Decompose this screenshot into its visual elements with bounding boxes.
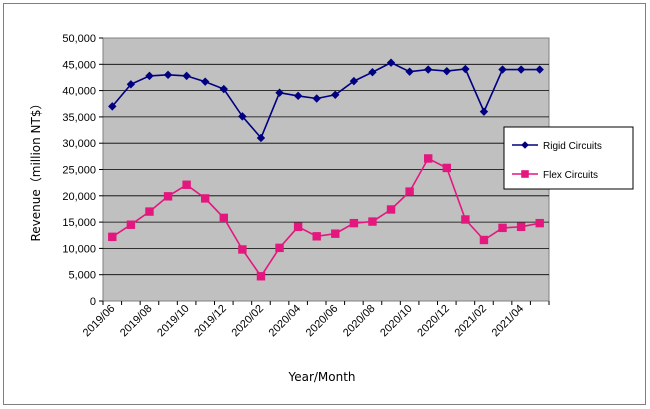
legend-marker xyxy=(521,170,529,178)
y-tick-label: 40,000 xyxy=(62,86,96,98)
y-tick-label: 25,000 xyxy=(62,165,96,177)
y-tick-label: 35,000 xyxy=(62,112,96,124)
data-point xyxy=(331,229,340,238)
x-tick-label: 2020/10 xyxy=(378,303,415,340)
data-point xyxy=(349,76,359,86)
data-point xyxy=(201,77,210,86)
data-point xyxy=(368,67,377,77)
data-point xyxy=(108,232,117,242)
data-point xyxy=(182,71,191,81)
data-point xyxy=(405,67,414,76)
data-point xyxy=(516,65,526,74)
y-tick-label: 0 xyxy=(90,296,96,308)
legend-box xyxy=(503,126,634,190)
data-point xyxy=(275,243,284,253)
y-axis-ticks: 0 5,000 10,000 15,000 20,000 25,000 30,000 35,0… xyxy=(62,33,103,308)
x-axis-title: Year/Month xyxy=(287,370,355,384)
data-point xyxy=(498,223,507,233)
x-tick-label: 2021/02 xyxy=(452,303,489,340)
data-point xyxy=(238,245,247,254)
series-markers xyxy=(108,58,544,281)
data-point xyxy=(479,235,489,245)
x-tick-label: 2019/08 xyxy=(118,303,155,340)
data-point xyxy=(182,180,191,189)
data-point xyxy=(145,207,154,216)
data-point xyxy=(163,70,173,80)
data-point xyxy=(479,107,489,116)
data-point xyxy=(293,222,303,232)
data-point xyxy=(461,64,470,74)
data-point xyxy=(256,272,266,281)
y-tick-label: 30,000 xyxy=(62,138,96,150)
x-tick-label: 2019/10 xyxy=(155,303,192,340)
x-tick-label: 2020/02 xyxy=(229,303,266,340)
data-point xyxy=(275,88,284,97)
y-tick-label: 15,000 xyxy=(62,217,96,229)
data-point xyxy=(368,217,377,226)
y-tick-label: 45,000 xyxy=(62,59,96,71)
data-point xyxy=(201,194,210,203)
data-point xyxy=(312,94,321,103)
y-tick-label: 5,000 xyxy=(68,270,96,282)
data-point xyxy=(108,102,117,111)
data-point xyxy=(498,65,507,74)
data-point xyxy=(256,133,266,143)
legend-label: Rigid Circuits xyxy=(543,141,602,152)
x-tick-label: 2019/06 xyxy=(81,303,118,340)
legend: Rigid Circuits Flex Circuits xyxy=(503,126,634,190)
data-point xyxy=(163,192,173,201)
data-point xyxy=(349,218,359,228)
data-point xyxy=(516,222,526,232)
data-point xyxy=(126,220,136,229)
y-tick-label: 50,000 xyxy=(62,33,96,45)
data-point xyxy=(293,91,303,101)
data-point xyxy=(386,58,396,67)
data-point xyxy=(126,80,136,89)
data-point xyxy=(219,84,228,94)
data-point xyxy=(424,65,433,74)
data-point xyxy=(405,187,414,196)
x-tick-label: 2020/04 xyxy=(267,303,304,340)
data-point xyxy=(312,232,321,241)
x-tick-label: 2020/06 xyxy=(304,303,341,340)
data-point xyxy=(238,112,247,121)
x-axis-ticks: 2019/06 2019/08 2019/10 2019/12 2020/02 2020/… xyxy=(81,301,550,340)
data-point xyxy=(535,65,544,74)
data-point xyxy=(442,66,451,76)
x-tick-label: 2021/04 xyxy=(490,303,527,340)
data-point xyxy=(331,90,340,100)
data-point xyxy=(219,213,228,223)
x-tick-label: 2020/12 xyxy=(415,303,452,340)
x-tick-label: 2020/08 xyxy=(341,303,378,340)
data-point xyxy=(535,218,544,228)
data-point xyxy=(145,71,154,81)
data-point xyxy=(442,163,451,173)
legend-label: Flex Circuits xyxy=(543,170,598,181)
data-point xyxy=(424,154,433,163)
data-point xyxy=(461,215,470,224)
x-tick-label: 2019/12 xyxy=(192,303,229,340)
y-axis-title: Revenue（million NT$） xyxy=(29,98,43,242)
y-tick-label: 10,000 xyxy=(62,243,96,255)
legend-marker xyxy=(521,141,529,149)
y-tick-label: 20,000 xyxy=(62,191,96,203)
data-point xyxy=(386,205,396,214)
